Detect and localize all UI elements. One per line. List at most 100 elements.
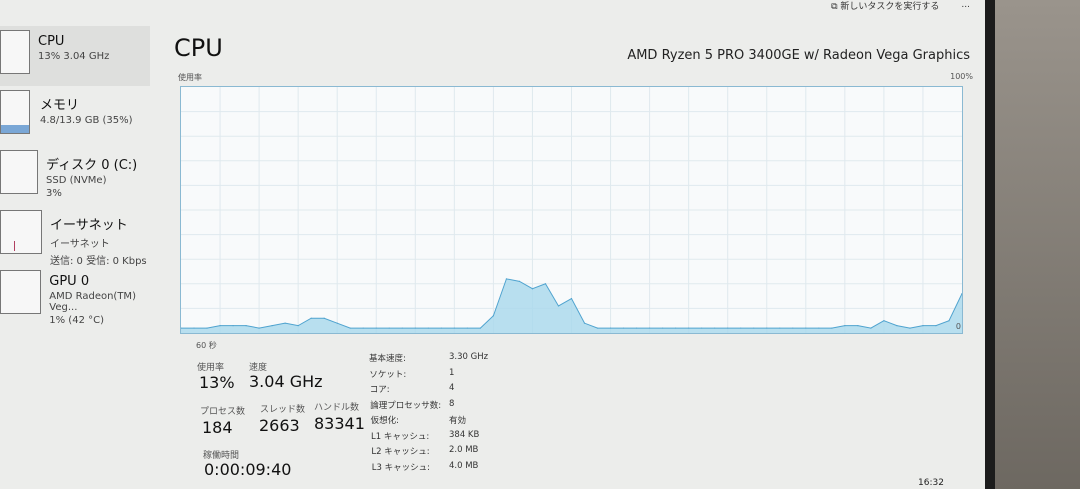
data-point	[323, 317, 325, 319]
processes-label: プロセス数	[200, 407, 246, 417]
spec-label: 仮想化:	[370, 416, 399, 426]
data-point	[766, 327, 768, 329]
data-point	[688, 327, 690, 329]
more-options-button[interactable]: ...	[961, 0, 970, 10]
taskbar-clock: 16:32	[918, 478, 944, 488]
spec-label: コア:	[369, 385, 390, 395]
data-point	[245, 325, 247, 327]
data-point	[206, 327, 208, 329]
background	[995, 0, 1080, 489]
data-point	[492, 315, 494, 317]
data-point	[831, 327, 833, 329]
label: ディスク 0 (C:)	[46, 158, 138, 173]
data-point	[857, 325, 859, 327]
detail: 3%	[46, 188, 62, 199]
spec-value: 有効	[449, 416, 467, 426]
sidebar-item-ethernet[interactable]: イーサネット イーサネット 送信: 0 受信: 0 Kbps	[0, 206, 150, 267]
cpu-model: AMD Ryzen 5 PRO 3400GE w/ Radeon Vega Gr…	[627, 48, 970, 63]
data-point	[258, 327, 260, 329]
data-point	[909, 327, 911, 329]
data-point	[896, 325, 898, 327]
run-new-task-button[interactable]: ⧉ 新しいタスクを実行する	[831, 1, 940, 12]
sidebar-item-cpu[interactable]: CPU 13% 3.04 GHz	[0, 26, 150, 86]
data-point	[662, 327, 664, 329]
data-point	[453, 327, 455, 329]
data-point	[818, 327, 820, 329]
detail: SSD (NVMe)	[46, 175, 107, 186]
detail: 送信: 0 受信: 0 Kbps	[50, 256, 147, 267]
ethernet-thumbnail	[0, 210, 42, 254]
cpu-usage-graph	[180, 86, 963, 334]
memory-thumbnail	[0, 90, 30, 134]
label: CPU	[38, 34, 65, 49]
uptime-value: 0:00:09:40	[204, 460, 292, 479]
spec-label: L1 キャッシュ:	[371, 431, 430, 442]
data-point	[935, 325, 937, 327]
detail: 4.8/13.9 GB (35%)	[40, 115, 133, 126]
data-point	[675, 327, 677, 329]
data-point	[518, 280, 521, 282]
spec-label: ソケット:	[369, 369, 407, 380]
sidebar-item-gpu[interactable]: GPU 0 AMD Radeon(TM) Veg... 1% (42 °C)	[0, 266, 150, 326]
data-point	[297, 325, 299, 327]
data-point	[401, 327, 403, 329]
spec-value: 2.0 MB	[449, 445, 479, 455]
label: メモリ	[40, 98, 80, 113]
usage-value: 13%	[199, 373, 235, 392]
data-point	[948, 320, 950, 322]
detail: 13% 3.04 GHz	[38, 51, 110, 62]
data-point	[388, 327, 390, 329]
data-point	[414, 327, 416, 329]
cpu-thumbnail	[0, 30, 30, 74]
detail: 1% (42 °C)	[49, 315, 104, 326]
data-point	[531, 288, 534, 290]
data-point	[714, 327, 716, 329]
data-point	[479, 327, 481, 329]
detail: イーサネット	[50, 239, 110, 250]
spec-label: L3 キャッシュ:	[371, 462, 431, 473]
data-point	[635, 327, 638, 329]
data-point	[753, 327, 755, 329]
data-point	[557, 305, 560, 307]
data-point	[883, 320, 885, 322]
data-point	[961, 293, 962, 295]
data-point	[779, 327, 781, 329]
data-point	[792, 327, 794, 329]
sidebar-item-memory[interactable]: メモリ 4.8/13.9 GB (35%)	[0, 86, 150, 146]
y-min-label: 0	[955, 322, 961, 331]
gpu-thumbnail	[0, 270, 42, 314]
data-point	[427, 327, 429, 329]
y-max-label: 100%	[950, 72, 973, 81]
data-point	[596, 327, 599, 329]
y-axis-label: 使用率	[178, 73, 202, 82]
handles-label: ハンドル数	[314, 403, 360, 413]
data-point	[271, 325, 273, 327]
data-point	[466, 327, 468, 329]
data-point	[193, 327, 195, 329]
data-point	[701, 327, 703, 329]
spec-value: 1	[449, 367, 455, 378]
data-point	[219, 325, 221, 327]
data-point	[740, 327, 742, 329]
data-point	[310, 317, 312, 319]
data-point	[505, 278, 508, 280]
data-point	[622, 327, 625, 329]
task-manager-window: ⧉ 新しいタスクを実行する ... CPU 13% 3.04 GHz メモリ 4.8…	[0, 0, 985, 489]
speed-label: 速度	[249, 363, 268, 373]
data-point	[870, 327, 872, 329]
spec-value: 4.0 MB	[449, 460, 479, 471]
data-point	[181, 327, 182, 329]
data-point	[649, 327, 651, 329]
data-point	[922, 325, 924, 327]
monitor-bezel	[985, 0, 995, 489]
label: GPU 0	[49, 274, 90, 289]
data-point	[544, 283, 547, 285]
handles-value: 83341	[314, 414, 365, 433]
data-point	[727, 327, 729, 329]
sidebar: CPU 13% 3.04 GHz メモリ 4.8/13.9 GB (35%) ディス…	[0, 26, 150, 326]
data-point	[440, 327, 442, 329]
data-point	[362, 327, 364, 329]
data-point	[232, 325, 234, 327]
spec-value: 384 KB	[449, 429, 480, 440]
sidebar-item-disk[interactable]: ディスク 0 (C:) SSD (NVMe) 3%	[0, 146, 150, 206]
